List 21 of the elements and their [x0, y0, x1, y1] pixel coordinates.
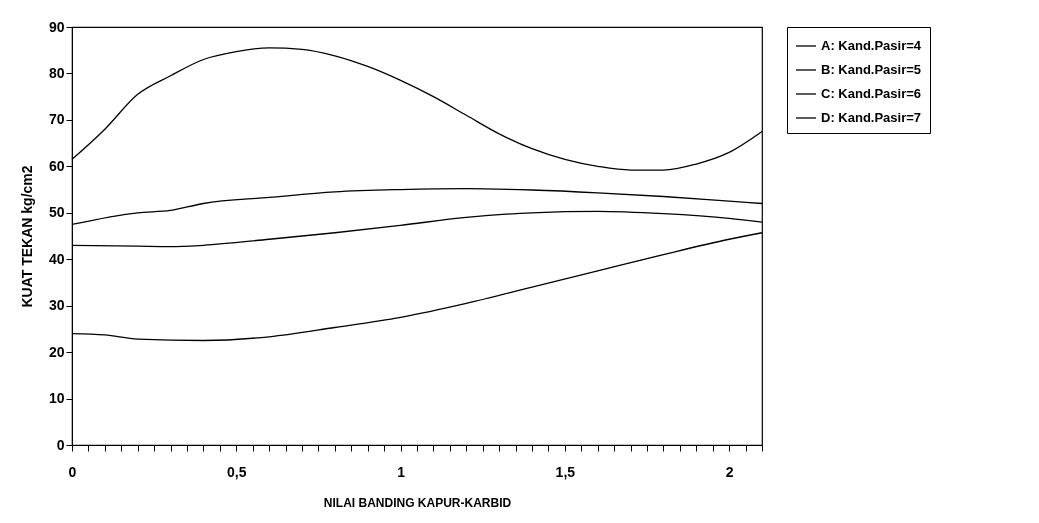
- y-tick-label: 50: [48, 204, 65, 221]
- x-axis-title: NILAI BANDING KAPUR-KARBID: [323, 495, 512, 510]
- y-tick-label: 30: [48, 297, 65, 314]
- y-tick-label: 20: [48, 343, 65, 360]
- y-tick-label: 90: [48, 18, 65, 35]
- x-tick-label: 0,5: [227, 463, 247, 480]
- legend-label: C: Kand.Pasir=6: [821, 86, 922, 101]
- legend-label: B: Kand.Pasir=5: [821, 62, 922, 77]
- y-tick-label: 60: [48, 157, 65, 174]
- legend-label: D: Kand.Pasir=7: [821, 110, 922, 125]
- x-tick-label: 2: [725, 463, 734, 480]
- x-tick-label: 1,5: [555, 463, 576, 480]
- legend-label: A: Kand.Pasir=4: [821, 38, 922, 53]
- x-tick-label: 1: [397, 463, 406, 480]
- y-tick-label: 10: [48, 390, 65, 407]
- y-tick-label: 80: [48, 64, 65, 81]
- y-tick-label: 70: [48, 111, 65, 128]
- y-axis-title: KUAT TEKAN kg/cm2: [18, 165, 35, 308]
- x-tick-label: 0: [68, 463, 77, 480]
- y-tick-label: 40: [48, 250, 65, 267]
- y-tick-label: 0: [56, 436, 65, 453]
